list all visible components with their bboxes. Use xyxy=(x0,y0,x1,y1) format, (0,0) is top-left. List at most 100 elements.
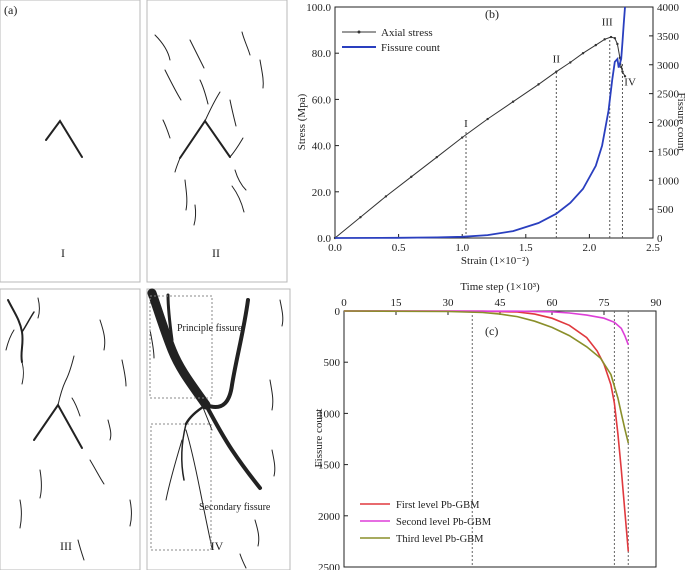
chart-c-ticks: 0 15 30 45 60 75 90 0 500 1000 1500 2000 2500 xyxy=(318,297,662,570)
chart-b-y2tick-label: 3500 xyxy=(657,31,680,43)
chart-c-legend: First level Pb-GBM Second level Pb-GBM T… xyxy=(360,500,492,545)
point-axial-stress xyxy=(435,155,438,159)
chart-b-ytick-label: 100.0 xyxy=(306,2,331,14)
chart-b-y2tick-label: 0 xyxy=(657,233,663,245)
point-axial-stress xyxy=(410,175,413,178)
chart-b-xtick-label: 2.0 xyxy=(583,242,597,254)
specimen-iv-label: IV xyxy=(211,539,224,553)
legend-label-fissure-count: Fissure count xyxy=(381,42,440,54)
chart-b-xtick-label: 1.5 xyxy=(519,242,533,254)
chart-b-y2tick-label: 1000 xyxy=(657,175,680,187)
principle-fissure-label: Principle fissure xyxy=(177,323,243,334)
chart-c-xtick-label: 15 xyxy=(391,297,403,309)
chart-b-xlabel: Strain (1×10⁻²) xyxy=(461,255,529,267)
point-axial-stress xyxy=(569,61,572,64)
point-axial-stress xyxy=(537,83,540,86)
panel-b-tag: (b) xyxy=(485,7,499,21)
chart-b-y2label: Fissure count xyxy=(675,93,685,152)
chart-b-markers xyxy=(465,37,623,238)
chart-b-xtick-label: 0.0 xyxy=(328,242,342,254)
series-axial-stress xyxy=(334,36,626,239)
stage-marker-label-II: II xyxy=(553,53,561,65)
series-fissure-count xyxy=(334,6,626,239)
chart-b-xtick-label: 2.5 xyxy=(646,242,660,254)
chart-b-ylabel: Stress (Mpa) xyxy=(296,93,308,150)
chart-c-xtick-label: 90 xyxy=(651,297,663,309)
secondary-fissure-label: Secondary fissure xyxy=(199,502,271,513)
chart-b-ytick-label: 60.0 xyxy=(312,94,332,106)
specimen-i-label: I xyxy=(61,246,65,260)
chart-b-ytick-label: 80.0 xyxy=(312,48,332,60)
chart-c-xtick-label: 0 xyxy=(341,297,347,309)
legend-marker-axial-stress xyxy=(357,30,361,34)
point-axial-stress xyxy=(620,65,623,69)
specimen-iv-fissures xyxy=(147,288,284,569)
legend-label-third-level: Third level Pb-GBM xyxy=(396,534,484,545)
chart-b-y2tick-label: 500 xyxy=(657,204,674,216)
chart-c-markers xyxy=(471,311,629,567)
point-axial-stress xyxy=(555,70,558,73)
point-axial-stress xyxy=(616,42,619,46)
point-axial-stress xyxy=(594,43,597,47)
chart-b-y2tick-label: 2000 xyxy=(657,118,680,130)
chart-b-xtick-label: 1.0 xyxy=(455,242,469,254)
panel-a: (a) I II xyxy=(0,0,291,570)
chart-b: (b) 0.0 0.5 1.0 1.5 2.0 2.5 0.0 20.0 40.0 60.0 80.… xyxy=(296,2,685,267)
chart-c-ytick-label: 2000 xyxy=(318,511,341,523)
point-axial-stress xyxy=(603,38,606,41)
point-axial-stress xyxy=(359,216,362,219)
secondary-fissure-box xyxy=(150,423,212,551)
legend-label-second-level: Second level Pb-GBM xyxy=(396,517,492,528)
point-axial-stress xyxy=(461,136,464,139)
panel-c-tag: (c) xyxy=(485,324,498,338)
specimen-frame-i xyxy=(0,0,141,283)
stage-marker-label-I: I xyxy=(464,118,468,130)
chart-b-y2tick-label: 4000 xyxy=(657,2,680,14)
point-axial-stress xyxy=(613,36,617,40)
chart-b-xtick-label: 0.5 xyxy=(392,242,406,254)
point-axial-stress xyxy=(623,75,627,78)
chart-c-xlabel: Time step (1×10³) xyxy=(460,281,540,293)
chart-c: (c) 0 15 30 45 60 75 90 0 500 1000 1500 2000 2500 Ti… xyxy=(313,281,662,570)
point-axial-stress xyxy=(609,35,613,39)
point-axial-stress xyxy=(511,100,515,103)
series-first-level xyxy=(343,310,630,552)
specimen-frame-iii xyxy=(0,288,141,570)
point-axial-stress xyxy=(384,195,388,198)
legend-label-axial-stress: Axial stress xyxy=(381,27,433,39)
chart-c-xtick-label: 60 xyxy=(547,297,559,309)
chart-b-ticks: 0.0 0.5 1.0 1.5 2.0 2.5 0.0 20.0 40.0 60.0 80.0 100… xyxy=(306,2,679,254)
specimen-i-fissures xyxy=(45,119,83,158)
specimen-iii-fissures xyxy=(5,297,132,561)
chart-b-ytick-label: 40.0 xyxy=(312,141,332,153)
chart-b-series xyxy=(333,6,627,240)
point-axial-stress xyxy=(581,52,585,55)
point-axial-stress xyxy=(486,117,489,121)
panel-a-tag: (a) xyxy=(4,3,17,17)
chart-b-ytick-label: 0.0 xyxy=(317,233,331,245)
series-second-level xyxy=(343,310,630,346)
series-third-level xyxy=(343,310,630,444)
principle-fissure-box xyxy=(149,295,213,399)
chart-c-xtick-label: 45 xyxy=(495,297,507,309)
chart-b-ytick-label: 20.0 xyxy=(312,187,332,199)
chart-c-ytick-label: 1500 xyxy=(318,460,341,472)
specimen-frame-ii xyxy=(146,0,288,283)
specimen-ii-label: II xyxy=(212,246,220,260)
chart-b-y2tick-label: 1500 xyxy=(657,146,680,158)
chart-c-ytick-label: 1000 xyxy=(318,408,341,420)
chart-c-series xyxy=(343,310,630,552)
chart-c-ylabel: Fissure count xyxy=(313,409,325,468)
specimen-ii-fissures xyxy=(154,31,264,226)
chart-c-ytick-label: 2500 xyxy=(318,562,341,570)
chart-b-y2tick-label: 2500 xyxy=(657,89,680,101)
specimen-iii-label: III xyxy=(60,539,72,553)
chart-c-ytick-label: 0 xyxy=(335,306,341,318)
chart-b-legend: Axial stress Fissure count xyxy=(342,27,440,54)
chart-c-frame xyxy=(343,310,657,568)
stage-marker-label-III: III xyxy=(602,16,613,28)
chart-c-ytick-label: 500 xyxy=(324,357,341,369)
point-axial-stress xyxy=(621,70,624,73)
